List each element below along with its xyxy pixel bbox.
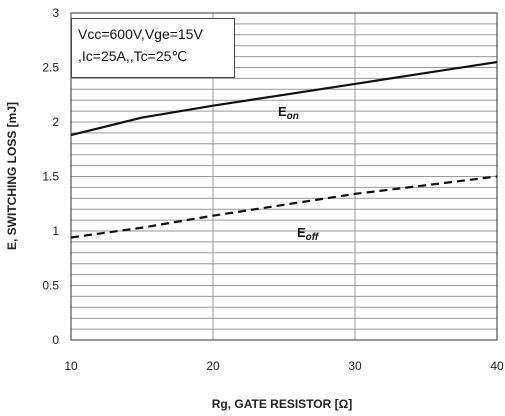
y-tick-label: 2.5 [42,61,59,75]
y-tick-label: 2 [52,115,59,129]
series-label-eon: Eon [278,104,299,122]
x-tick-label: 30 [348,359,362,373]
test-conditions-box: Vcc=600V,Vge=15V ,Ic=25A,,Tc=25℃ [71,18,235,78]
series-line-eoff [70,175,498,239]
y-tick-label: 1 [52,224,59,238]
tick-labels: 0 0.5 1 1.5 2 2.5 3 10 20 30 40 [42,6,504,373]
series-group [70,61,498,239]
condition-line-1: Vcc=600V,Vge=15V [78,26,203,42]
series-line-eon [70,61,498,137]
grid [70,13,498,340]
y-tick-label: 1.5 [42,170,59,184]
x-tick-label: 40 [490,359,504,373]
y-tick-label: 0.5 [42,279,59,293]
y-tick-label: 3 [52,6,59,20]
series-label-eoff: Eoff [297,225,320,243]
x-axis-title: Rg, GATE RESISTOR [Ω] [212,397,353,411]
x-tick-label: 10 [64,359,78,373]
condition-line-2: ,Ic=25A,,Tc=25℃ [78,48,188,64]
y-tick-label: 0 [52,333,59,347]
y-axis-title: E, SWITCHING LOSS [mJ] [5,102,19,250]
x-tick-label: 20 [206,359,220,373]
